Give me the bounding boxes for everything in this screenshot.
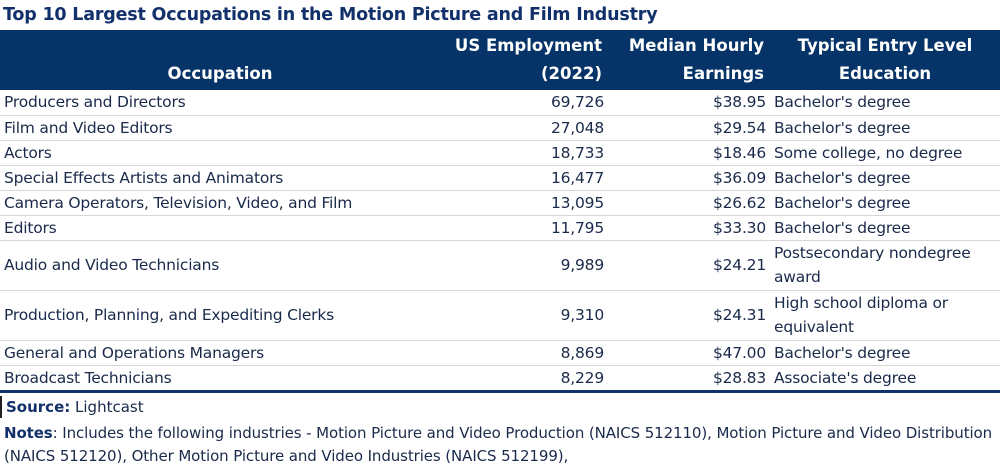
earnings-cell: $33.30 bbox=[608, 215, 770, 241]
earnings-cell: $24.31 bbox=[608, 290, 770, 341]
employment-cell: 69,726 bbox=[440, 90, 608, 116]
education-cell: Bachelor's degree bbox=[770, 115, 1000, 141]
employment-cell: 16,477 bbox=[440, 165, 608, 191]
header-earnings: Median Hourly Earnings bbox=[608, 30, 770, 90]
source-line: Source: Lightcast bbox=[0, 395, 1000, 418]
source-label: Source: bbox=[6, 397, 71, 416]
education-cell: High school diploma or equivalent bbox=[770, 290, 1000, 341]
source-value: Lightcast bbox=[75, 397, 144, 416]
occupation-cell: Film and Video Editors bbox=[0, 115, 440, 141]
employment-cell: 8,869 bbox=[440, 340, 608, 366]
earnings-cell: $28.83 bbox=[608, 365, 770, 393]
education-cell: Associate's degree bbox=[770, 365, 1000, 393]
table-row: General and Operations Managers 8,869 $47.… bbox=[0, 340, 1000, 366]
occupation-cell: Producers and Directors bbox=[0, 90, 440, 116]
occupation-cell: Production, Planning, and Expediting Cle… bbox=[0, 290, 440, 341]
notes-label: Notes bbox=[4, 423, 53, 442]
education-cell: Bachelor's degree bbox=[770, 90, 1000, 116]
table-row: Broadcast Technicians 8,229 $28.83 Associat… bbox=[0, 365, 1000, 393]
education-cell: Bachelor's degree bbox=[770, 165, 1000, 191]
education-cell: Bachelor's degree bbox=[770, 215, 1000, 241]
earnings-cell: $38.95 bbox=[608, 90, 770, 116]
employment-cell: 11,795 bbox=[440, 215, 608, 241]
employment-cell: 9,989 bbox=[440, 240, 608, 291]
education-cell: Some college, no degree bbox=[770, 140, 1000, 166]
earnings-cell: $26.62 bbox=[608, 190, 770, 216]
table-row: Production, Planning, and Expediting Cle… bbox=[0, 290, 1000, 341]
table-row: Audio and Video Technicians 9,989 $24.21 Po… bbox=[0, 240, 1000, 291]
occupation-cell: Camera Operators, Television, Video, and… bbox=[0, 190, 440, 216]
education-cell: Bachelor's degree bbox=[770, 340, 1000, 366]
occupation-cell: Special Effects Artists and Animators bbox=[0, 165, 440, 191]
earnings-cell: $47.00 bbox=[608, 340, 770, 366]
employment-cell: 18,733 bbox=[440, 140, 608, 166]
table-row: Producers and Directors 69,726 $38.95 Bache… bbox=[0, 90, 1000, 116]
occupation-cell: Actors bbox=[0, 140, 440, 166]
occupation-cell: General and Operations Managers bbox=[0, 340, 440, 366]
occupations-table: Occupation US Employment (2022) Median H… bbox=[0, 30, 1000, 393]
table-row: Actors 18,733 $18.46 Some college, no degre… bbox=[0, 140, 1000, 166]
table-row: Film and Video Editors 27,048 $29.54 Bachel… bbox=[0, 115, 1000, 141]
table-row: Camera Operators, Television, Video, and… bbox=[0, 190, 1000, 216]
notes-text: : Includes the following industries - Mo… bbox=[4, 423, 993, 465]
header-row: Occupation US Employment (2022) Median H… bbox=[0, 30, 1000, 90]
earnings-cell: $18.46 bbox=[608, 140, 770, 166]
employment-cell: 13,095 bbox=[440, 190, 608, 216]
occupation-cell: Broadcast Technicians bbox=[0, 365, 440, 393]
employment-cell: 27,048 bbox=[440, 115, 608, 141]
occupation-cell: Audio and Video Technicians bbox=[0, 240, 440, 291]
header-occupation: Occupation bbox=[0, 30, 440, 90]
occupation-cell: Editors bbox=[0, 215, 440, 241]
table-title: Top 10 Largest Occupations in the Motion… bbox=[3, 5, 658, 25]
header-education: Typical Entry Level Education bbox=[770, 30, 1000, 90]
table-row: Editors 11,795 $33.30 Bachelor's degree bbox=[0, 215, 1000, 241]
notes: Notes: Includes the following industries… bbox=[0, 422, 1000, 468]
earnings-cell: $29.54 bbox=[608, 115, 770, 141]
earnings-cell: $24.21 bbox=[608, 240, 770, 291]
header-employment: US Employment (2022) bbox=[440, 30, 608, 90]
employment-cell: 8,229 bbox=[440, 365, 608, 393]
education-cell: Bachelor's degree bbox=[770, 190, 1000, 216]
education-cell: Postsecondary nondegree award bbox=[770, 240, 1000, 291]
table-row: Special Effects Artists and Animators 16,… bbox=[0, 165, 1000, 191]
employment-cell: 9,310 bbox=[440, 290, 608, 341]
earnings-cell: $36.09 bbox=[608, 165, 770, 191]
